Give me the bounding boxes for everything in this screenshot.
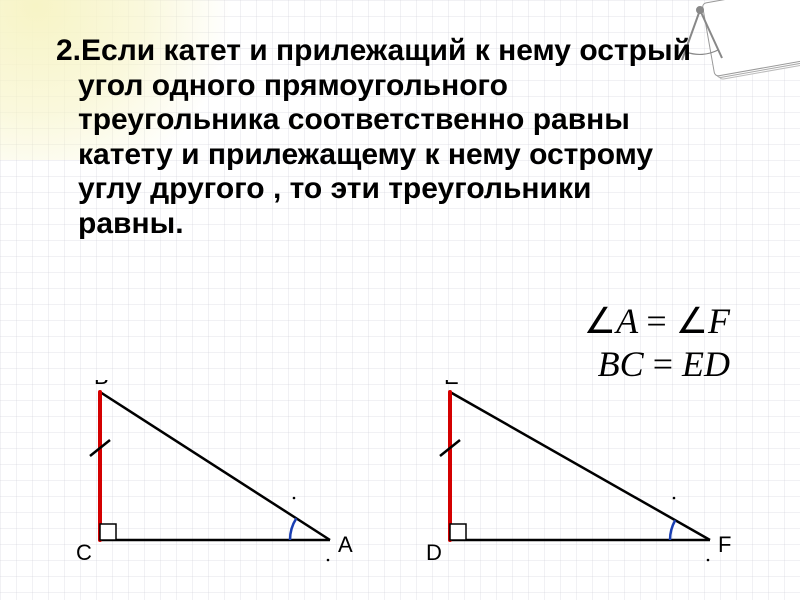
svg-text:C: C (76, 540, 92, 565)
formula-lhs-1: A (616, 301, 637, 341)
triangles-svg: B C A E D F (30, 380, 770, 590)
svg-text:D: D (426, 540, 442, 565)
svg-text:F: F (718, 532, 731, 557)
formula-lhs-2: BC (598, 344, 644, 384)
formula-block: ∠A = ∠F BC = ED (584, 300, 730, 386)
formula-rhs-2: ED (682, 344, 730, 384)
formula-rhs-1: F (708, 301, 730, 341)
heading-text: Если катет и прилежащий к нему острый уг… (78, 34, 691, 240)
diagram-area: B C A E D F (30, 380, 770, 590)
svg-text:A: A (338, 532, 353, 557)
angle-symbol-2: ∠ (676, 301, 708, 341)
theorem-heading: 2.Если катет и прилежащий к нему острый … (56, 34, 696, 241)
heading-number: 2. (56, 34, 81, 67)
svg-text:E: E (444, 380, 459, 389)
formula-line-1: ∠A = ∠F (584, 300, 730, 343)
angle-symbol: ∠ (584, 301, 616, 341)
eq-symbol: = (646, 301, 666, 341)
svg-text:B: B (94, 380, 109, 389)
eq-symbol-2: = (653, 344, 673, 384)
